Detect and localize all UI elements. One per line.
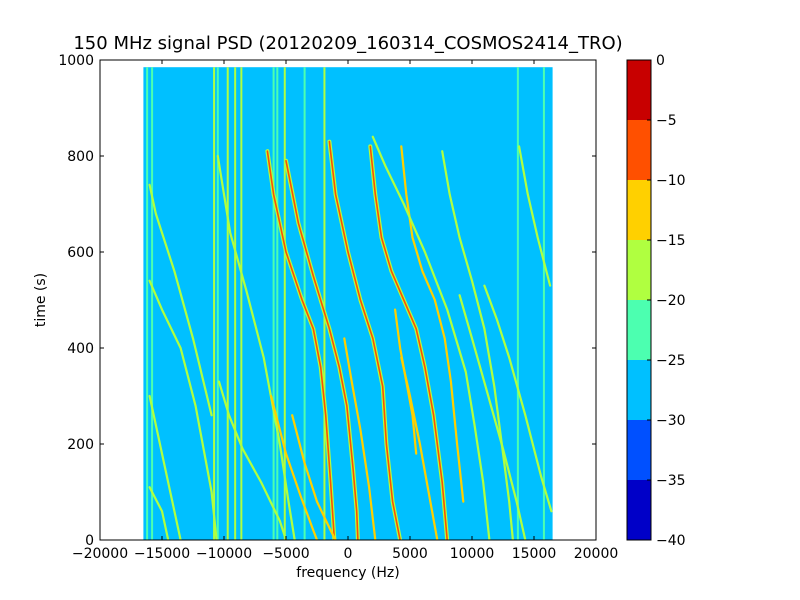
x-tick-label: −20000 — [72, 546, 128, 562]
colorbar-band — [627, 420, 651, 480]
colorbar-tick-label: −5 — [656, 113, 677, 129]
doppler-track-5 — [217, 380, 288, 540]
colorbar-tick-label: −15 — [656, 233, 686, 249]
x-tick-label: 0 — [344, 546, 353, 562]
colorbar-band — [627, 180, 651, 240]
doppler-track-3 — [148, 486, 170, 540]
colorbar-tick-label: −25 — [656, 353, 686, 369]
doppler-track-17 — [458, 294, 527, 540]
doppler-track-4 — [216, 154, 296, 540]
y-axis-label: time (s) — [33, 273, 49, 327]
colorbar-tick-label: −20 — [656, 293, 686, 309]
colorbar-tick-label: −40 — [656, 533, 686, 549]
colorbar-band — [627, 360, 651, 420]
y-tick-label: 800 — [67, 149, 94, 165]
colorbar-band — [627, 120, 651, 180]
doppler-track-15 — [394, 308, 418, 455]
doppler-track-2 — [148, 394, 182, 540]
y-tick-label: 200 — [67, 437, 94, 453]
colorbar-tick-label: −10 — [656, 173, 686, 189]
x-axis-label: frequency (Hz) — [296, 565, 399, 581]
doppler-track-16 — [441, 150, 515, 540]
x-tick-label: −10000 — [196, 546, 252, 562]
colorbar-band — [627, 60, 651, 120]
doppler-track-12 — [369, 145, 449, 540]
x-axis: −20000 −15000 −10000 −5000 0 5000 10000 15000 20… — [72, 60, 618, 562]
y-tick-label: 600 — [67, 245, 94, 261]
heatmap-area — [143, 67, 553, 540]
x-tick-label: 20000 — [574, 546, 619, 562]
doppler-track-20 — [371, 135, 491, 540]
colorbar: −40 −35 −30 −25 −20 −15 −10 −5 0 — [626, 53, 686, 549]
colorbar-band — [627, 240, 651, 300]
doppler-track-11 — [343, 337, 377, 540]
colorbar-tick-label: −35 — [656, 473, 686, 489]
chart-title: 150 MHz signal PSD (20120209_160314_COSM… — [73, 33, 622, 54]
x-tick-label: 10000 — [450, 546, 495, 562]
colorbar-band — [627, 480, 651, 540]
doppler-track-8 — [285, 160, 359, 540]
doppler-track-1 — [148, 279, 218, 540]
colorbar-tick-label: −30 — [656, 413, 686, 429]
y-tick-label: 1000 — [58, 53, 94, 69]
y-tick-label: 0 — [85, 533, 94, 549]
colorbar-band — [627, 300, 651, 360]
doppler-track-0 — [148, 183, 213, 417]
y-axis: 0 200 400 600 800 1000 — [58, 53, 596, 549]
x-tick-label: 5000 — [392, 546, 428, 562]
y-tick-label: 400 — [67, 341, 94, 357]
doppler-track-18 — [483, 284, 553, 513]
doppler-track-14 — [400, 145, 465, 503]
x-tick-label: −5000 — [262, 546, 309, 562]
doppler-track-9 — [291, 414, 337, 540]
doppler-track-6 — [266, 150, 336, 540]
heatmap-background — [143, 67, 553, 540]
x-tick-label: −15000 — [134, 546, 190, 562]
doppler-track-10 — [328, 140, 401, 540]
doppler-track-7 — [270, 394, 319, 540]
doppler-track-19 — [517, 145, 552, 287]
x-tick-label: 15000 — [512, 546, 557, 562]
colorbar-tick-label: 0 — [656, 53, 665, 69]
